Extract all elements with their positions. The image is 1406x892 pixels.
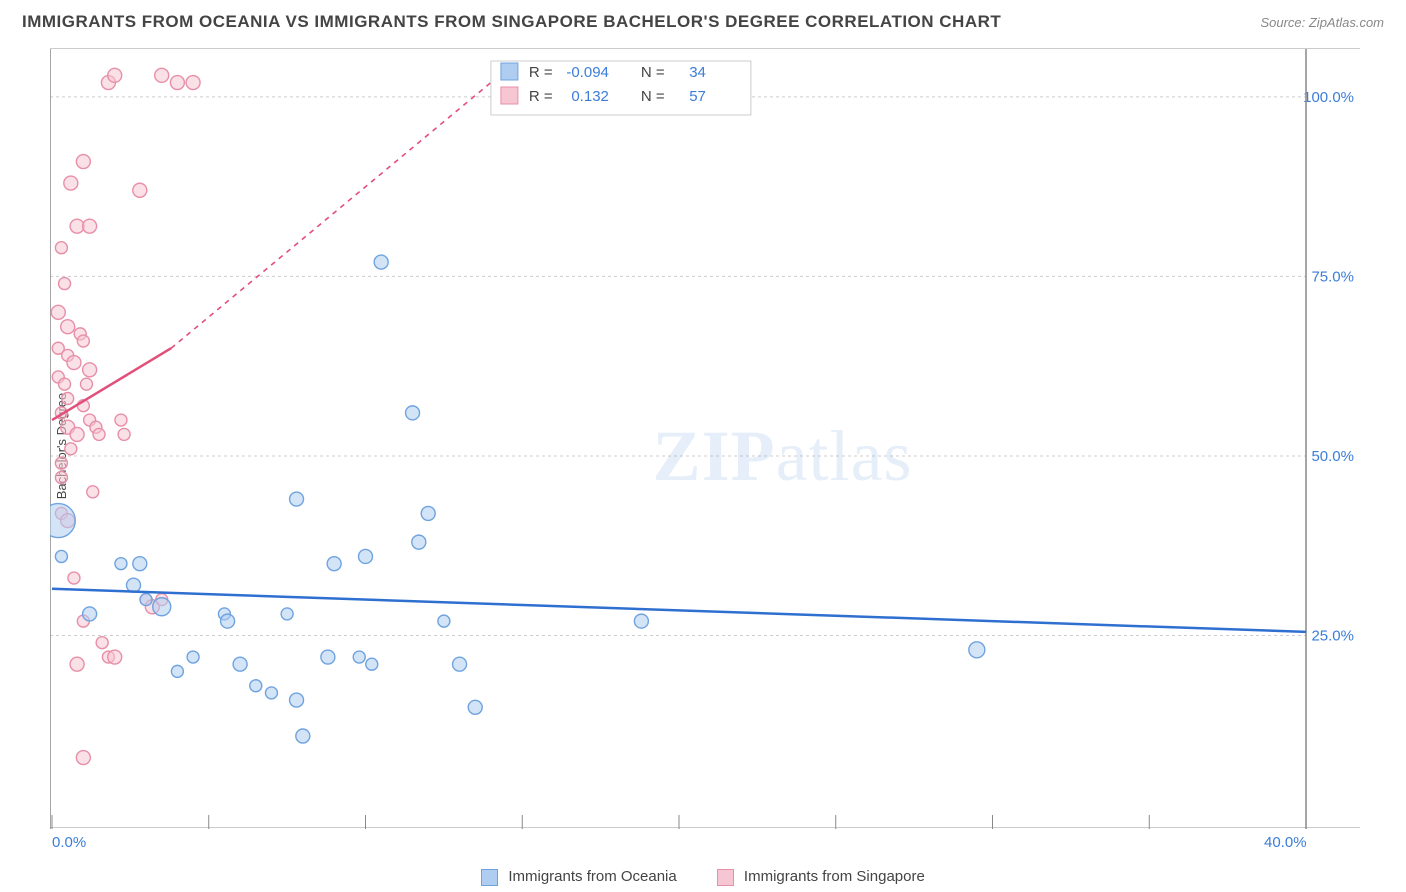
source-label: Source: ZipAtlas.com (1260, 15, 1384, 30)
svg-text:34: 34 (689, 64, 706, 81)
svg-text:75.0%: 75.0% (1311, 268, 1354, 285)
svg-text:R =: R = (529, 88, 553, 105)
swatch-icon (481, 869, 498, 886)
svg-text:25.0%: 25.0% (1311, 627, 1354, 644)
svg-text:-0.094: -0.094 (566, 64, 609, 81)
footer-legend: Immigrants from Oceania Immigrants from … (0, 868, 1406, 886)
svg-text:R =: R = (529, 64, 553, 81)
chart-plot-area: 25.0% 50.0% 75.0% 100.0% R = -0.094 N = 34 R = 0.… (50, 48, 1360, 828)
svg-text:N =: N = (641, 64, 665, 81)
legend-item-oceania: Immigrants from Oceania (481, 868, 677, 886)
svg-text:0.132: 0.132 (571, 88, 609, 105)
svg-text:N =: N = (641, 88, 665, 105)
header-bar: IMMIGRANTS FROM OCEANIA VS IMMIGRANTS FR… (0, 0, 1406, 40)
legend-item-singapore: Immigrants from Singapore (717, 868, 925, 886)
x-tick-label: 40.0% (1264, 834, 1307, 851)
svg-text:50.0%: 50.0% (1311, 448, 1354, 465)
scatter-svg: 25.0% 50.0% 75.0% 100.0% R = -0.094 N = 34 R = 0.… (50, 49, 1360, 829)
svg-text:57: 57 (689, 88, 706, 105)
x-tick-label: 0.0% (52, 834, 86, 851)
chart-title: IMMIGRANTS FROM OCEANIA VS IMMIGRANTS FR… (22, 12, 1001, 32)
svg-text:100.0%: 100.0% (1303, 89, 1354, 106)
swatch-icon (717, 869, 734, 886)
